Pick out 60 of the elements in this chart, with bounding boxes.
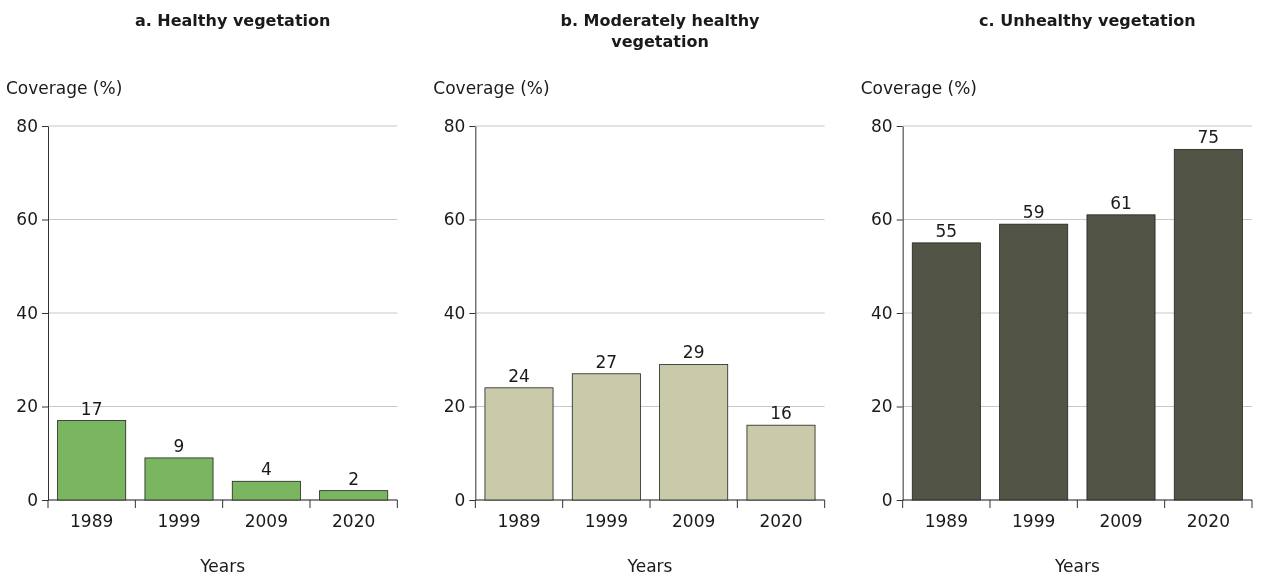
x-tick-label: 1989 <box>924 510 968 531</box>
y-tick-label: 20 <box>871 396 893 417</box>
y-tick-label: 80 <box>871 115 893 136</box>
chart-title: a. Healthy vegetation <box>134 11 331 30</box>
x-tick-label: 2009 <box>672 510 716 531</box>
x-tick-label: 2020 <box>759 510 803 531</box>
data-label: 29 <box>682 342 705 363</box>
x-tick-label: 1999 <box>1012 510 1056 531</box>
bar <box>571 373 641 501</box>
y-tick-label: 40 <box>16 302 38 323</box>
y-axis-title: Coverage (%) <box>433 78 550 98</box>
data-label: 9 <box>173 435 185 456</box>
data-label: 16 <box>770 403 792 424</box>
x-axis-title: Years <box>626 556 673 576</box>
y-tick-label: 60 <box>16 209 38 230</box>
y-axis-title: Coverage (%) <box>6 78 123 98</box>
bar <box>231 480 301 501</box>
y-tick-label: 0 <box>27 489 38 510</box>
x-tick-label: 2020 <box>332 510 376 531</box>
y-tick-label: 20 <box>443 396 466 417</box>
y-tick-label: 40 <box>443 302 466 323</box>
y-axis-title: Coverage (%) <box>860 78 977 98</box>
data-label: 75 <box>1197 127 1220 148</box>
x-tick-label: 2020 <box>1186 510 1230 531</box>
x-tick-label: 1989 <box>497 510 541 531</box>
data-label: 59 <box>1022 202 1045 223</box>
x-tick-label: 2009 <box>244 510 288 531</box>
x-tick-label: 1999 <box>584 510 628 531</box>
data-label: 55 <box>935 220 958 241</box>
x-tick-label: 1989 <box>70 510 114 531</box>
bar <box>57 420 127 501</box>
x-tick-label: 2009 <box>1099 510 1143 531</box>
bar <box>659 364 729 501</box>
bar <box>999 223 1069 501</box>
data-label: 17 <box>80 398 103 419</box>
x-axis-title: Years <box>199 556 246 576</box>
y-tick-label: 0 <box>881 489 893 510</box>
chart-title: b. Moderately healthy vegetation <box>560 11 761 51</box>
y-tick-label: 80 <box>16 115 38 136</box>
data-label: 61 <box>1110 192 1132 213</box>
bar <box>144 457 214 501</box>
y-tick-label: 60 <box>443 209 466 230</box>
data-label: 24 <box>508 365 530 386</box>
bar <box>911 242 981 501</box>
x-axis-title: Years <box>1053 556 1100 576</box>
bar <box>1173 148 1243 501</box>
data-label: 4 <box>260 459 272 480</box>
data-label: 2 <box>348 468 360 489</box>
y-tick-label: 80 <box>443 115 466 136</box>
bar <box>746 424 816 501</box>
bar <box>1086 214 1156 501</box>
data-label: 27 <box>595 351 618 372</box>
chart-title: c. Unhealthy vegetation <box>979 11 1196 30</box>
y-tick-label: 20 <box>16 396 38 417</box>
y-tick-label: 0 <box>454 489 466 510</box>
x-tick-label: 1999 <box>157 510 201 531</box>
y-tick-label: 40 <box>871 302 893 323</box>
bar <box>484 387 554 501</box>
y-tick-label: 60 <box>871 209 893 230</box>
bar <box>319 490 389 501</box>
